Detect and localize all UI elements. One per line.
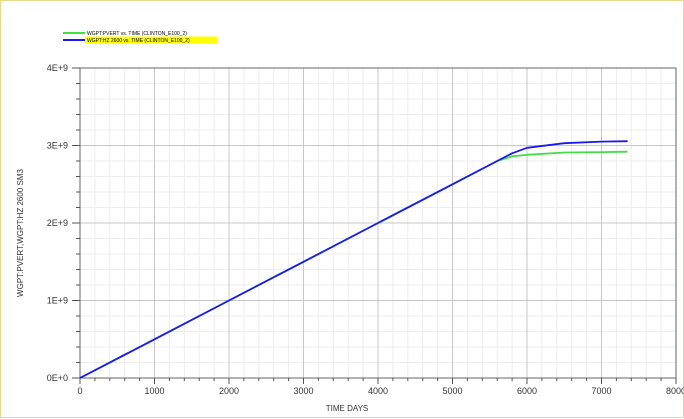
y-tick-label: 3E+9 [47, 141, 68, 151]
x-axis-title: TIME DAYS [326, 404, 369, 413]
x-tick-label: 0 [77, 386, 82, 396]
x-tick-label: 4000 [368, 386, 388, 396]
y-tick-label: 4E+9 [47, 63, 68, 73]
y-tick-label: 1E+9 [47, 296, 68, 306]
x-tick-label: 8000 [666, 386, 684, 396]
series-line-2 [79, 140, 628, 379]
legend-label-1: WGPT:PVERT vs. TIME (CLINTON_E100_2) [87, 31, 187, 37]
y-tick-labels: 0E+0 1E+9 2E+9 3E+9 4E+9 [47, 63, 68, 383]
x-tick-label: 5000 [442, 386, 462, 396]
axis-ticks [72, 67, 677, 384]
series-line-1 [79, 150, 628, 379]
y-axis-title: WGPT:PVERT,WGPT:HZ 2600 SM3 [16, 169, 25, 297]
x-tick-label: 7000 [591, 386, 611, 396]
x-tick-label: 6000 [517, 386, 537, 396]
y-tick-label: 2E+9 [47, 218, 68, 228]
x-tick-label: 3000 [293, 386, 313, 396]
x-tick-labels: 0 1000 2000 3000 4000 5000 6000 7000 8000 [77, 386, 684, 396]
series-lines [79, 140, 628, 379]
legend: WGPT:PVERT vs. TIME (CLINTON_E100_2)WGPT… [63, 31, 217, 44]
y-tick-label: 0E+0 [47, 373, 68, 383]
legend-highlight-2 [85, 36, 217, 44]
x-tick-label: 1000 [144, 386, 164, 396]
legend-label-2: WGPT:HZ 2600 vs. TIME (CLINTON_E100_2) [87, 38, 190, 44]
x-tick-label: 2000 [219, 386, 239, 396]
